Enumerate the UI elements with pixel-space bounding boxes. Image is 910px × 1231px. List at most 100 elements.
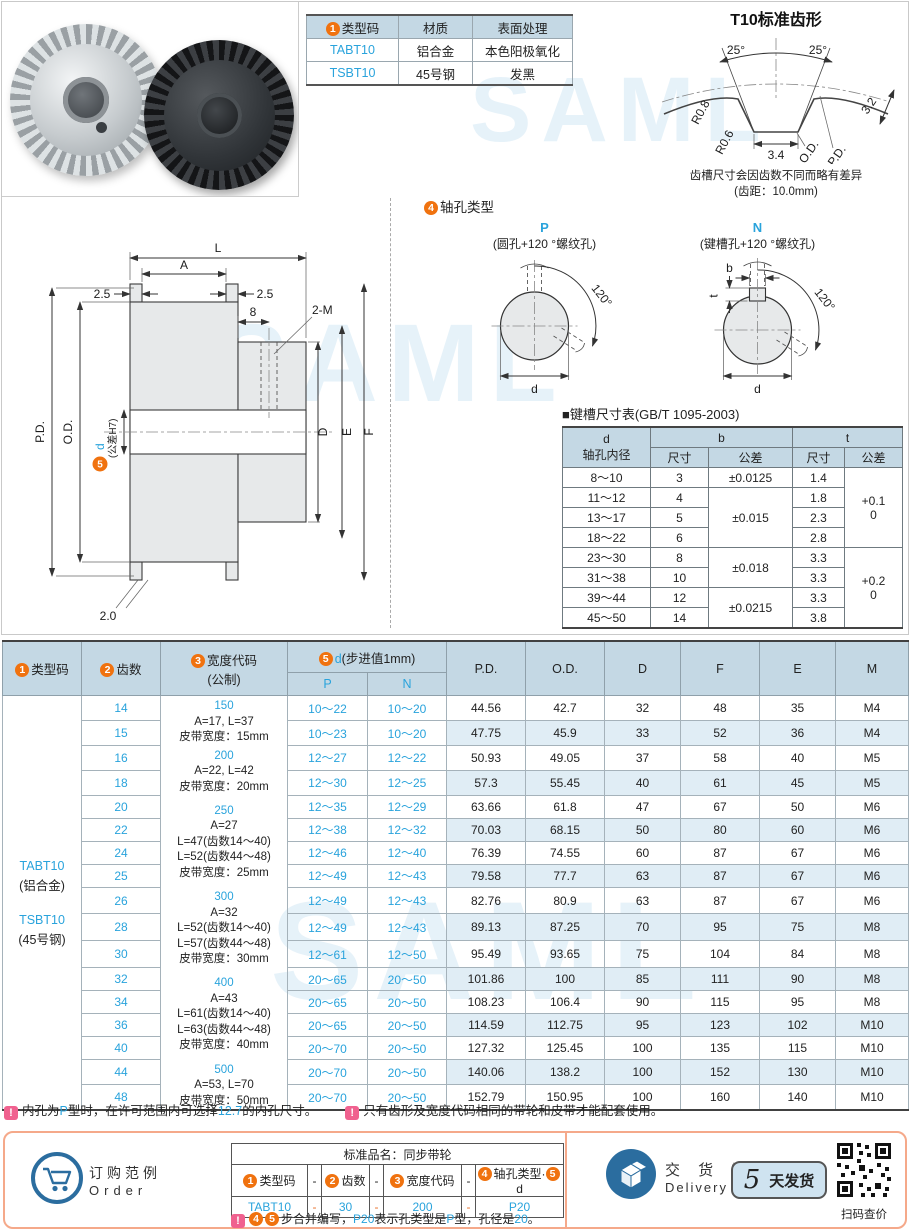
header-cell: 材质 bbox=[398, 14, 473, 39]
width-group: 500 A=53, L=70 皮带宽度：50mm bbox=[160, 1059, 288, 1111]
cell: 87.25 bbox=[525, 913, 605, 942]
cell: M6 bbox=[835, 886, 909, 915]
cell: 3 bbox=[650, 467, 709, 488]
cell: +0.2 0 bbox=[844, 547, 903, 629]
box-divider bbox=[565, 1133, 567, 1227]
cell: 1.4 bbox=[792, 467, 845, 488]
num-1-icon: 1 bbox=[325, 21, 340, 36]
cell: 112.75 bbox=[525, 1013, 605, 1038]
cell: 95 bbox=[759, 990, 836, 1015]
svg-text:R0.6: R0.6 bbox=[712, 127, 736, 156]
teeth: 25 bbox=[81, 863, 161, 888]
type-code-cell: TABT10 (铝合金) TSBT10 (45号钢) bbox=[2, 695, 82, 1111]
teeth: 34 bbox=[81, 990, 161, 1015]
svg-text:b: b bbox=[726, 261, 733, 275]
cell: 67 bbox=[759, 840, 836, 865]
tooth-profile-title: T10标准齿形 bbox=[730, 12, 822, 29]
cell: 135 bbox=[680, 1036, 760, 1061]
steel-pulley-photo bbox=[144, 40, 294, 190]
width-group: 300 A=32 L=52(齿数14～40) L=57(齿数44～48) 皮带宽度：30… bbox=[160, 887, 288, 968]
cell: 31～38 bbox=[562, 567, 651, 588]
cell: 33 bbox=[604, 720, 681, 747]
cell: 55.45 bbox=[525, 769, 605, 796]
cell: 77.7 bbox=[525, 863, 605, 888]
svg-text:2-M: 2-M bbox=[312, 303, 333, 317]
num-2-icon: 2 bbox=[325, 1174, 340, 1188]
svg-text:2.5: 2.5 bbox=[94, 287, 111, 301]
p-range: 20～70 bbox=[287, 1059, 368, 1086]
cell: M6 bbox=[835, 863, 909, 888]
tooth-profile-drawing: 25° 25° R0.8 R0.6 3.4 O.D. P.D. 3.2 bbox=[661, 38, 895, 169]
p-range: 20～65 bbox=[287, 967, 368, 992]
cell: 106.4 bbox=[525, 990, 605, 1015]
cell: 95 bbox=[680, 913, 760, 942]
num-5-icon: 5 bbox=[318, 651, 333, 666]
cell: 40 bbox=[604, 769, 681, 796]
cell: 152.79 bbox=[446, 1084, 526, 1111]
cell: ±0.0125 bbox=[708, 467, 793, 488]
qr-code bbox=[835, 1141, 893, 1199]
svg-text:F: F bbox=[362, 428, 376, 435]
cell: 52 bbox=[680, 720, 760, 747]
teeth: 48 bbox=[81, 1084, 161, 1111]
cell: 2.3 bbox=[792, 507, 845, 528]
cell: 67 bbox=[759, 886, 836, 915]
cell: 87 bbox=[680, 840, 760, 865]
cell: 13～17 bbox=[562, 507, 651, 528]
n-range: 12～50 bbox=[367, 940, 447, 969]
cell: M6 bbox=[835, 794, 909, 819]
n-range: 20～50 bbox=[367, 1036, 447, 1061]
n-range: 20～50 bbox=[367, 1084, 447, 1111]
cell: 45号钢 bbox=[398, 61, 473, 86]
cell: M8 bbox=[835, 913, 909, 942]
note-icon: ! bbox=[4, 1106, 18, 1120]
cell: 87 bbox=[680, 886, 760, 915]
order-label: 订购范例 Order bbox=[89, 1165, 161, 1198]
cell: 63.66 bbox=[446, 794, 526, 819]
cell: M10 bbox=[835, 1084, 909, 1111]
cell: 44.56 bbox=[446, 694, 526, 722]
cell: 85 bbox=[604, 967, 681, 992]
cart-icon bbox=[31, 1152, 83, 1204]
header-cell: t bbox=[792, 426, 903, 448]
cell: 3.3 bbox=[792, 587, 845, 608]
cell: M8 bbox=[835, 967, 909, 992]
cell: M5 bbox=[835, 769, 909, 796]
cell: 61.8 bbox=[525, 794, 605, 819]
svg-text:2.0: 2.0 bbox=[100, 609, 117, 623]
width-group: 200 A=22, L=42 皮带宽度：20mm bbox=[160, 745, 288, 796]
cell: 84 bbox=[759, 940, 836, 969]
svg-text:O.D.: O.D. bbox=[61, 420, 75, 445]
hole-type-n: N (键槽孔+120 °螺纹孔) b t 120° bbox=[655, 220, 860, 403]
teeth: 16 bbox=[81, 745, 161, 771]
note-icon: ! bbox=[345, 1106, 360, 1120]
num-4-icon: 4 bbox=[424, 201, 438, 215]
cell: 61 bbox=[680, 769, 760, 796]
cell: 75 bbox=[604, 940, 681, 969]
cell: M10 bbox=[835, 1036, 909, 1061]
header-type: 1 类型码 bbox=[2, 640, 82, 696]
cell: 50 bbox=[604, 817, 681, 842]
order-example-table: 标准品名：同步带轮 1 类型码 - 2 齿数 - 3 宽度代码 - 4 轴孔类型· 5d … bbox=[230, 1143, 565, 1218]
cell: M4 bbox=[835, 694, 909, 722]
cell: 40 bbox=[759, 745, 836, 771]
header-cell: 1 类型码 bbox=[306, 14, 399, 39]
n-range: 10～20 bbox=[367, 694, 447, 722]
teeth: 24 bbox=[81, 840, 161, 865]
cell: M10 bbox=[835, 1013, 909, 1038]
cell: 6 bbox=[650, 527, 709, 548]
cell: M5 bbox=[835, 745, 909, 771]
cell: 50.93 bbox=[446, 745, 526, 771]
cell: 125.45 bbox=[525, 1036, 605, 1061]
teeth: 30 bbox=[81, 940, 161, 969]
cell: 115 bbox=[680, 990, 760, 1015]
cell: 18～22 bbox=[562, 527, 651, 548]
cell: 11～12 bbox=[562, 487, 651, 508]
cell: 140.06 bbox=[446, 1059, 526, 1086]
value-cell: 200 bbox=[383, 1196, 462, 1218]
tooth-profile-note: 齿槽尺寸会因齿数不同而略有差异 bbox=[689, 170, 863, 182]
p-range: 12～49 bbox=[287, 886, 368, 915]
cell: 60 bbox=[759, 817, 836, 842]
cell: 101.86 bbox=[446, 967, 526, 992]
cell: 82.76 bbox=[446, 886, 526, 915]
